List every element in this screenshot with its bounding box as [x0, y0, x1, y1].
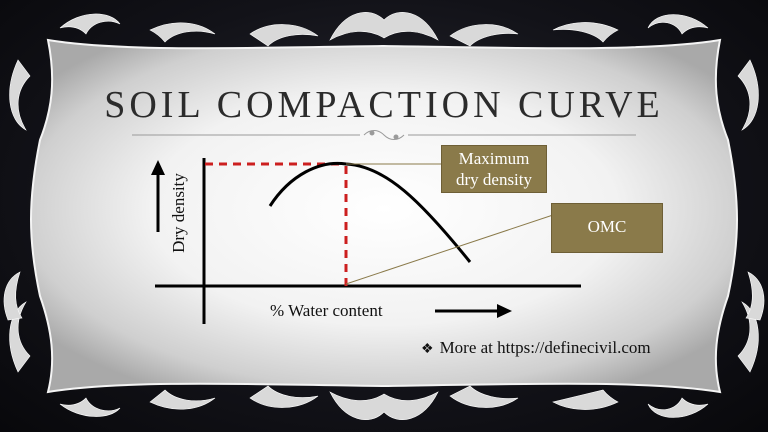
content-panel — [30, 38, 738, 394]
slide-title: SOIL COMPACTION CURVE — [104, 84, 664, 126]
compaction-curve — [268, 161, 472, 263]
ornament-left — [3, 59, 31, 373]
max-dry-density-line2: dry density — [455, 170, 533, 189]
omc-callout: OMC — [551, 203, 663, 253]
ornament-right — [737, 59, 765, 373]
max-dry-density-callout: Maximum dry density — [441, 145, 547, 193]
y-direction-arrow-icon — [151, 160, 165, 232]
max-dry-density-line1: Maximum — [458, 149, 530, 168]
ornament-bottom — [59, 385, 709, 421]
omc-leader-line — [345, 213, 557, 285]
x-axis-label: % Water content — [270, 301, 383, 320]
title-divider — [132, 130, 636, 140]
credit-text: More at https://definecivil.com — [439, 338, 651, 357]
ornament-top — [59, 11, 709, 47]
y-axis-label: Dry density — [169, 173, 188, 253]
x-direction-arrow-icon — [435, 304, 512, 318]
diamond-bullet-icon: ❖ — [421, 342, 434, 357]
credit-line: ❖ More at https://definecivil.com — [421, 338, 651, 358]
